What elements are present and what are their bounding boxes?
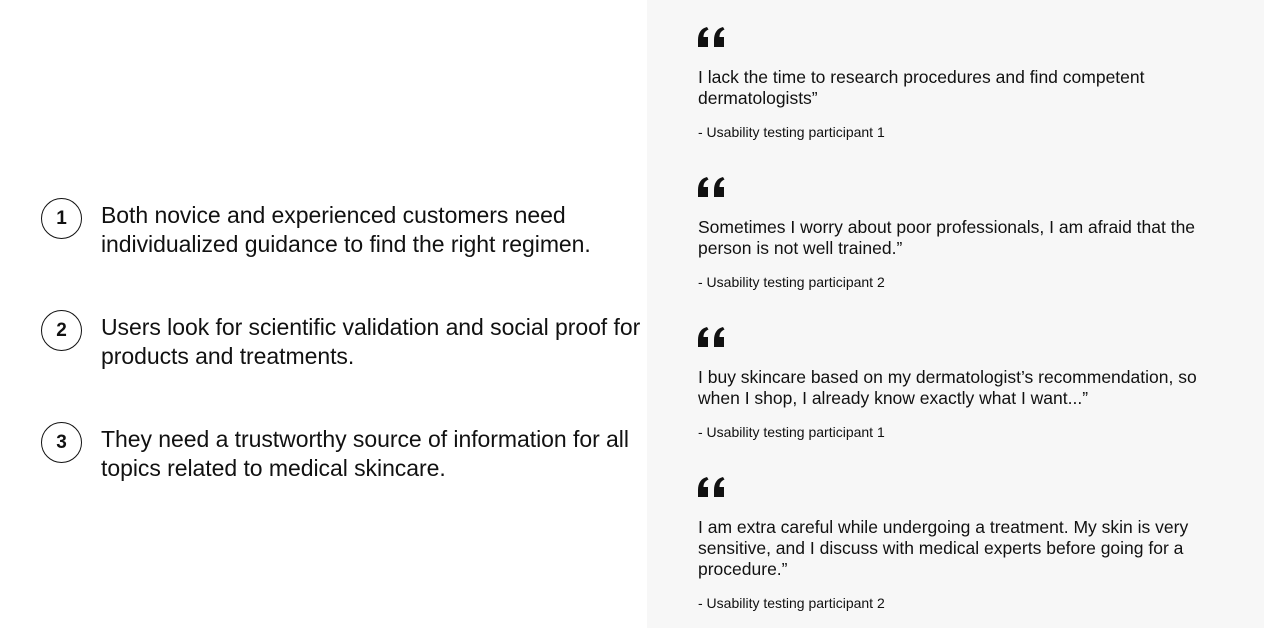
insight-number-badge: 3 xyxy=(41,422,82,463)
quote-card: I am extra careful while undergoing a tr… xyxy=(698,477,1218,611)
quote-text: I am extra careful while undergoing a tr… xyxy=(698,517,1189,579)
quote-attribution: - Usability testing participant 2 xyxy=(698,274,885,290)
quote-mark-icon xyxy=(698,27,1218,55)
quote-attribution: - Usability testing participant 1 xyxy=(698,424,885,440)
quotes-panel: I lack the time to research procedures a… xyxy=(647,0,1264,628)
quote-card: Sometimes I worry about poor professiona… xyxy=(698,177,1218,290)
insight-number-badge: 2 xyxy=(41,310,82,351)
insights-panel: 1 Both novice and experienced customers … xyxy=(41,198,641,481)
quote-card: I buy skincare based on my dermatologist… xyxy=(698,327,1218,440)
quote-card: I lack the time to research procedures a… xyxy=(698,27,1218,140)
quote-mark-icon xyxy=(698,177,1218,205)
quote-text: I buy skincare based on my dermatologist… xyxy=(698,367,1197,408)
insight-number-badge: 1 xyxy=(41,198,82,239)
quote-mark-icon xyxy=(698,477,1218,505)
insight-text: They need a trustworthy source of inform… xyxy=(101,426,629,481)
quote-attribution: - Usability testing participant 1 xyxy=(698,124,885,140)
quote-mark-icon xyxy=(698,327,1218,355)
quote-attribution: - Usability testing participant 2 xyxy=(698,595,885,611)
insight-text: Both novice and experienced customers ne… xyxy=(101,202,591,257)
quote-text: I lack the time to research procedures a… xyxy=(698,67,1145,108)
insight-text: Users look for scientific validation and… xyxy=(101,314,641,369)
quote-text: Sometimes I worry about poor professiona… xyxy=(698,217,1196,258)
